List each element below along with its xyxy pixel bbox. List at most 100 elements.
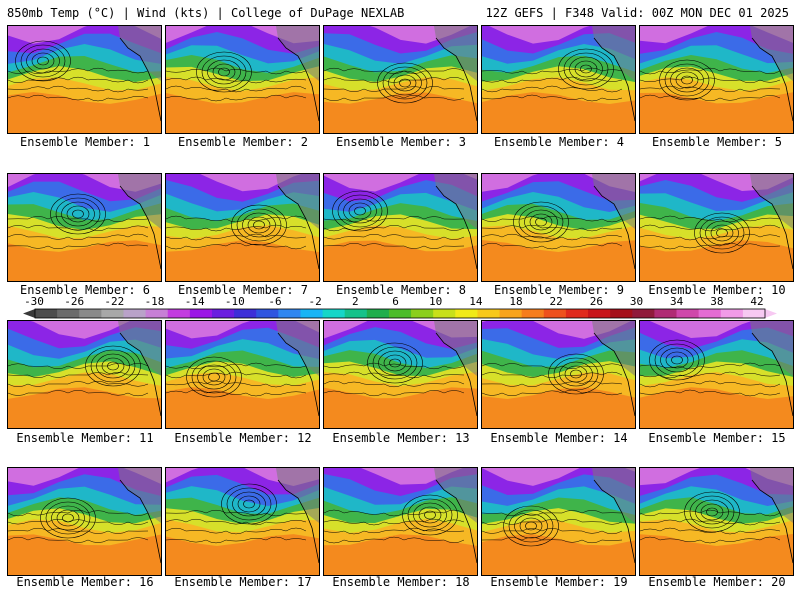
ensemble-map-10: [639, 173, 794, 282]
colorbar-swatch: [676, 309, 700, 318]
streamline: [166, 371, 307, 379]
colorbar-swatch: [499, 309, 523, 318]
colorbar-swatch: [123, 309, 147, 318]
land-mass: [276, 174, 319, 229]
ensemble-map-9: [481, 173, 636, 282]
streamline: [482, 389, 623, 397]
colorbar-swatch: [57, 309, 80, 318]
panel-label: Ensemble Member: 15: [648, 431, 786, 445]
wind-contour: [197, 364, 231, 390]
wind-contour: [558, 48, 614, 90]
colorbar-tick: 6: [392, 295, 399, 308]
streamline: [482, 224, 623, 232]
ensemble-map-6: [7, 173, 162, 282]
colorbar-swatch: [565, 309, 589, 318]
colorbar-swatch: [189, 309, 213, 318]
colorbar-swatch: [234, 309, 257, 318]
streamline: [324, 85, 465, 92]
colorbar-tick: -14: [184, 295, 205, 308]
streamline: [482, 215, 623, 223]
wind-contour: [354, 206, 366, 216]
colorbar-tick: 14: [469, 295, 483, 308]
wind-contour: [56, 509, 80, 527]
colorbar-tick: -22: [104, 295, 125, 308]
colorbar-tick: 38: [710, 295, 724, 308]
temperature-band: [482, 468, 635, 486]
colorbar-tick: 2: [352, 295, 359, 308]
panel-label: Ensemble Member: 16: [16, 575, 154, 589]
colorbar-swatch: [411, 309, 434, 318]
streamline: [640, 94, 781, 102]
colorbar-swatch: [742, 309, 766, 318]
wind-contour: [514, 513, 548, 539]
streamline: [640, 362, 781, 370]
colorbar-low-arrow: [23, 309, 35, 318]
ensemble-map-19: [481, 467, 636, 576]
temperature-band: [166, 321, 319, 339]
streamline: [482, 371, 623, 379]
streamline: [166, 536, 307, 544]
streamline: [482, 519, 623, 526]
colorbar-swatch: [455, 309, 478, 318]
colorbar-swatch: [344, 309, 368, 318]
colorbar-swatch: [256, 309, 279, 318]
wind-contour: [716, 228, 728, 238]
wind-contour: [418, 506, 442, 524]
wind-contour: [212, 63, 236, 81]
wind-contour: [378, 350, 412, 376]
streamline: [166, 67, 307, 75]
wind-contour: [681, 75, 693, 85]
streamline: [482, 380, 623, 388]
streamline: [8, 85, 149, 93]
streamline: [8, 363, 149, 369]
wind-contour: [699, 216, 745, 250]
wind-contour: [226, 487, 272, 521]
wind-contour: [529, 213, 553, 231]
panel-label: Ensemble Member: 20: [648, 575, 786, 589]
colorbar-swatch: [433, 309, 456, 318]
land-mass: [434, 26, 477, 81]
streamline: [324, 390, 465, 397]
panel-label: Ensemble Member: 7: [177, 283, 309, 297]
map-title: 850mb Temp (°C) | Wind (kts) | College o…: [7, 6, 405, 20]
wind-contour: [343, 198, 377, 224]
streamline: [640, 67, 781, 75]
colorbar-swatch: [366, 309, 390, 318]
wind-contour: [221, 483, 277, 525]
colorbar-swatch: [278, 309, 301, 318]
colorbar-tick: -10: [224, 295, 245, 308]
streamline: [166, 518, 307, 526]
wind-contour: [402, 494, 458, 536]
panel-label: Ensemble Member: 11: [16, 431, 154, 445]
streamline: [640, 389, 781, 397]
wind-contour: [694, 212, 750, 254]
wind-contour: [706, 507, 718, 517]
streamline: [166, 224, 307, 232]
panel-label: Ensemble Member: 14: [490, 431, 628, 445]
temperature-band: [8, 468, 161, 486]
streamline: [166, 527, 307, 535]
colorbar-swatch: [632, 309, 655, 318]
streamline: [324, 509, 465, 517]
streamline: [640, 215, 781, 223]
ensemble-map-14: [481, 320, 636, 429]
wind-contour: [660, 347, 694, 373]
wind-contour: [535, 217, 547, 227]
wind-contour: [524, 209, 558, 235]
colorbar-swatch: [543, 309, 567, 318]
land-mass: [118, 468, 161, 523]
panel-label: Ensemble Member: 10: [648, 283, 786, 297]
land-mass: [750, 26, 793, 81]
streamline: [324, 215, 465, 223]
streamline: [8, 372, 149, 378]
wind-contour: [37, 56, 49, 66]
wind-contour: [684, 491, 740, 533]
wind-contour: [332, 190, 388, 232]
wind-contour: [508, 509, 554, 543]
colorbar-tick: 34: [670, 295, 684, 308]
colorbar-tick: 30: [629, 295, 644, 308]
temperature-band: [8, 26, 161, 44]
colorbar-tick: -2: [308, 295, 322, 308]
panel-label: Ensemble Member: 13: [332, 431, 470, 445]
streamline: [166, 509, 307, 517]
